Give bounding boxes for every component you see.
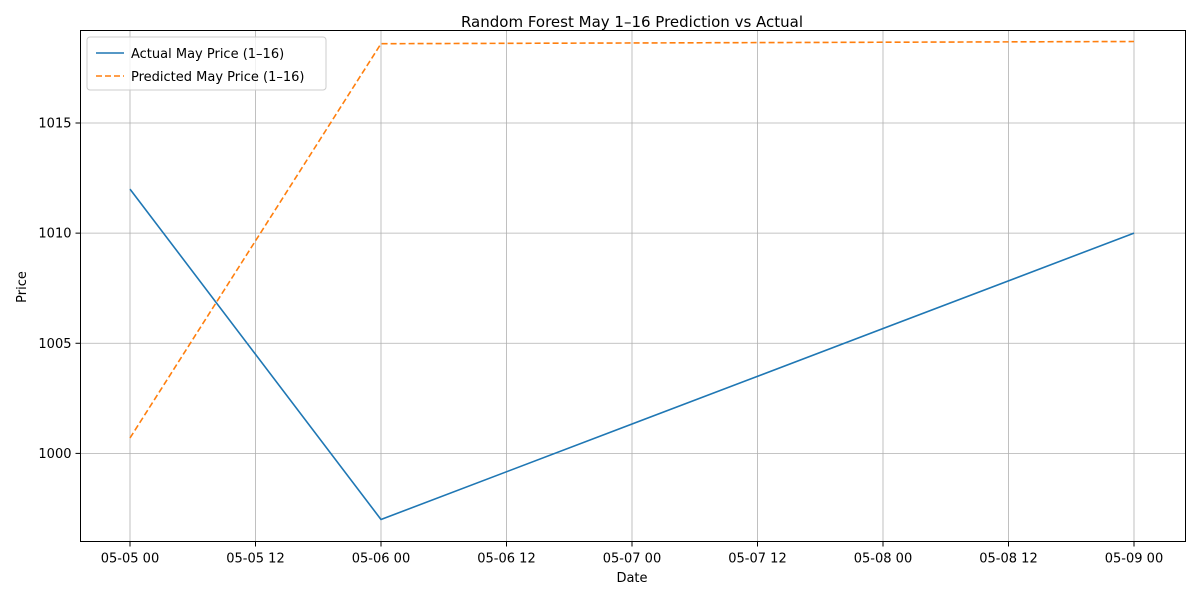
x-tick-label: 05-06 12 xyxy=(477,552,535,567)
plot-area-frame xyxy=(80,30,1186,542)
grid xyxy=(80,30,1186,542)
x-axis: 05-05 00 05-05 12 05-06 00 05-06 12 05-07 00… xyxy=(101,541,1163,567)
x-tick-label: 05-08 12 xyxy=(979,552,1037,567)
x-tick-label: 05-05 00 xyxy=(101,552,159,567)
y-tick-label: 1015 xyxy=(38,117,71,132)
y-tick-label: 1010 xyxy=(38,227,71,242)
chart-title: Random Forest May 1–16 Prediction vs Act… xyxy=(461,13,803,31)
x-axis-label: Date xyxy=(616,571,647,586)
y-tick-label: 1000 xyxy=(38,447,71,462)
legend: Actual May Price (1–16) Predicted May Pr… xyxy=(86,36,327,91)
x-tick-label: 05-06 00 xyxy=(352,552,410,567)
x-tick-label: 05-09 00 xyxy=(1105,552,1163,567)
x-tick-label: 05-07 00 xyxy=(603,552,661,567)
series-lines xyxy=(129,40,1135,521)
x-tick-label: 05-08 00 xyxy=(854,552,912,567)
y-axis-label: Price xyxy=(15,271,30,303)
actual-price-line xyxy=(129,188,1135,521)
y-tick-label: 1005 xyxy=(38,337,71,352)
legend-box xyxy=(86,36,327,91)
legend-label-actual: Actual May Price (1–16) xyxy=(131,47,284,62)
predicted-price-line xyxy=(129,40,1135,439)
legend-label-predicted: Predicted May Price (1–16) xyxy=(131,70,304,85)
x-tick-label: 05-05 12 xyxy=(226,552,284,567)
x-tick-label: 05-07 12 xyxy=(728,552,786,567)
y-axis: 1000 1005 1010 1015 xyxy=(38,117,81,462)
